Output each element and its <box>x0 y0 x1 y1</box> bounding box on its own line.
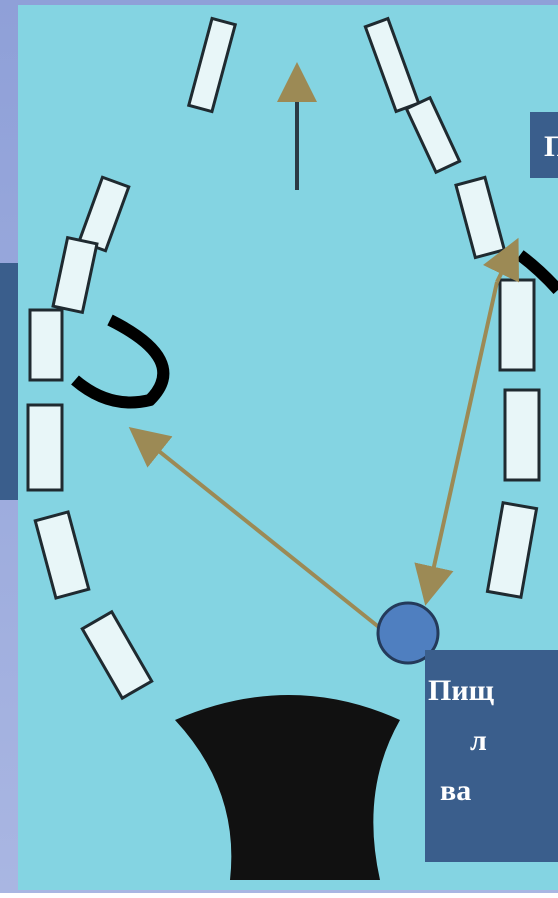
label-text: ва <box>440 774 471 807</box>
label-text: Пищ <box>428 674 495 707</box>
label-text: П <box>544 130 558 163</box>
side-box <box>0 263 18 500</box>
label-text: л <box>470 724 487 757</box>
page: П Пищ л ва (() => { const data = JSON.pa… <box>0 0 558 893</box>
slide: П Пищ л ва <box>0 0 558 893</box>
